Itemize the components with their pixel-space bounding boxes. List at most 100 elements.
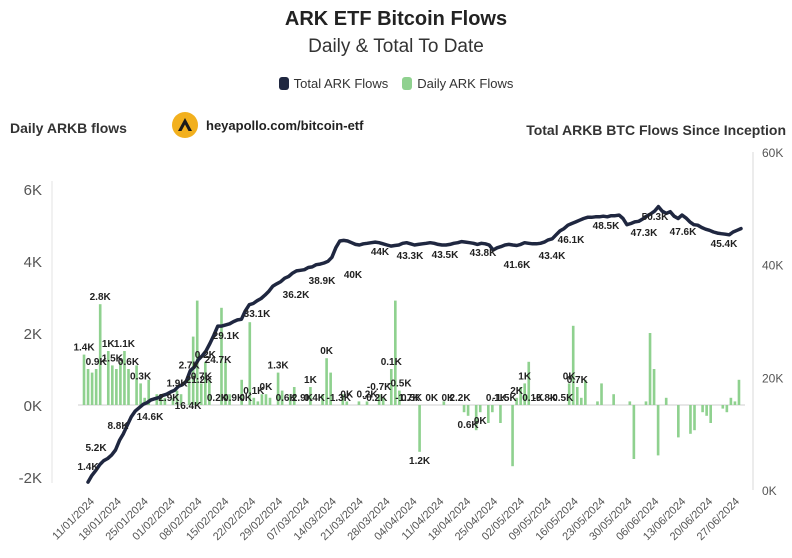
- daily-flow-bar: [628, 401, 632, 405]
- daily-flow-bar: [256, 401, 260, 405]
- right-axis-tick-label: 0K: [762, 484, 777, 498]
- daily-flow-bar: [309, 387, 312, 405]
- daily-data-label: 1K: [518, 371, 532, 382]
- daily-data-label: -1.5K: [492, 393, 517, 404]
- left-axis-tick-label: 2K: [24, 326, 42, 343]
- daily-flow-bar: [195, 300, 199, 405]
- daily-data-label: 0.4K: [304, 393, 326, 404]
- left-axis-tick-label: 6K: [24, 182, 42, 199]
- daily-flow-bar: [523, 383, 527, 405]
- daily-data-label: 2.8K: [90, 292, 112, 303]
- daily-data-label: 1.3K: [268, 361, 290, 372]
- daily-flow-bar: [733, 401, 737, 405]
- daily-flow-bar: [584, 379, 587, 405]
- total-data-label: 36.2K: [283, 290, 310, 301]
- daily-data-label: 0.5K: [401, 393, 423, 404]
- daily-flow-bar: [701, 405, 704, 413]
- daily-data-label: 0K: [441, 393, 455, 404]
- daily-data-label: -1.7K: [395, 393, 420, 404]
- daily-flow-bar: [652, 369, 656, 405]
- daily-flow-bar: [179, 394, 183, 405]
- chart-subtitle: Daily & Total To Date: [308, 36, 484, 57]
- daily-flow-bar: [394, 300, 397, 405]
- daily-flow-bar: [725, 405, 729, 413]
- total-data-label: 8.8K: [107, 421, 129, 432]
- daily-data-label: 1.5K: [102, 353, 124, 364]
- total-data-label: 14.6K: [137, 412, 164, 423]
- daily-data-label: 0.9K: [86, 357, 108, 368]
- daily-flow-bar: [264, 394, 268, 405]
- total-data-label: 48.5K: [593, 221, 620, 232]
- total-data-label: 1.4K: [77, 462, 99, 473]
- daily-flow-bar: [187, 372, 191, 405]
- daily-flow-bar: [139, 383, 142, 405]
- daily-flow-bar: [119, 361, 122, 405]
- total-data-label: 45.4K: [711, 239, 738, 250]
- legend-item-daily[interactable]: Daily ARK Flows: [402, 76, 513, 91]
- daily-flow-bar: [462, 405, 466, 413]
- daily-data-label: 0.6K: [458, 420, 480, 431]
- daily-flow-bar: [377, 394, 381, 405]
- daily-data-label: 0.6K: [276, 393, 298, 404]
- total-data-label: 29.1K: [213, 331, 240, 342]
- daily-flow-bar: [442, 401, 446, 405]
- daily-flow-bar: [228, 394, 231, 405]
- daily-data-label: 2.9K: [292, 393, 314, 404]
- daily-flow-bar: [292, 387, 296, 405]
- daily-flow-bar: [171, 397, 175, 405]
- daily-data-label: 0K: [425, 393, 439, 404]
- daily-data-label: 0.9K: [223, 393, 245, 404]
- total-data-label: 43.4K: [539, 251, 566, 262]
- daily-data-label: -0.2K: [363, 393, 388, 404]
- left-axis-tick-label: 0K: [24, 398, 42, 415]
- daily-data-label: 0.2K: [356, 389, 378, 400]
- daily-flow-bar: [220, 307, 223, 405]
- daily-flow-bar: [163, 397, 167, 405]
- daily-data-label: 0K: [563, 371, 577, 382]
- daily-flow-bar: [511, 405, 514, 467]
- daily-flow-bar: [693, 405, 696, 431]
- daily-flow-bar: [398, 390, 401, 405]
- daily-flow-bar: [248, 322, 252, 405]
- daily-flow-bar: [240, 379, 244, 405]
- daily-data-label: 1.2K: [409, 456, 431, 467]
- daily-data-label: 0.2K: [195, 350, 217, 361]
- daily-flow-bar: [94, 369, 98, 405]
- total-flow-line: [86, 204, 743, 484]
- daily-data-label: 0.2K: [207, 393, 229, 404]
- daily-flow-bar: [709, 405, 712, 423]
- right-axis-tick-label: 40K: [762, 259, 783, 273]
- total-data-label: 40K: [344, 270, 363, 281]
- daily-flow-bar: [474, 405, 478, 431]
- daily-flow-bar: [487, 405, 490, 423]
- total-data-label: 43.8K: [470, 248, 497, 259]
- total-data-label: 33.1K: [244, 309, 271, 320]
- daily-flow-bar: [86, 369, 90, 405]
- legend-item-total[interactable]: Total ARK Flows: [278, 76, 388, 91]
- daily-flow-bar: [357, 401, 361, 405]
- daily-data-label: -0.7K: [367, 382, 392, 393]
- daily-flow-bar: [519, 387, 522, 405]
- daily-data-label: 0.3K: [130, 371, 152, 382]
- daily-flow-bar: [111, 365, 114, 405]
- daily-flow-bar: [203, 361, 207, 405]
- total-data-label: 46.1K: [558, 235, 585, 246]
- right-axis-tick-label: 60K: [762, 146, 783, 160]
- daily-flow-bar: [567, 383, 571, 405]
- legend-swatch-total: [278, 77, 289, 90]
- daily-data-label: 0.6K: [118, 357, 140, 368]
- left-axis-title: Daily ARKB flows: [10, 120, 127, 136]
- daily-flow-bar: [224, 361, 227, 405]
- daily-flow-bar: [143, 397, 146, 405]
- daily-flow-bar: [135, 365, 138, 405]
- legend-swatch-daily: [402, 77, 413, 90]
- daily-flow-bar: [199, 383, 203, 405]
- daily-flow-bar: [648, 333, 652, 405]
- daily-flow-bar: [325, 358, 328, 405]
- daily-data-label: 0K: [340, 389, 354, 400]
- brand[interactable]: heyapollo.com/bitcoin-etf: [172, 112, 363, 138]
- total-data-label: 38.9K: [309, 276, 336, 287]
- chart-title: ARK ETF Bitcoin Flows: [284, 8, 508, 30]
- daily-flow-bar: [208, 379, 211, 405]
